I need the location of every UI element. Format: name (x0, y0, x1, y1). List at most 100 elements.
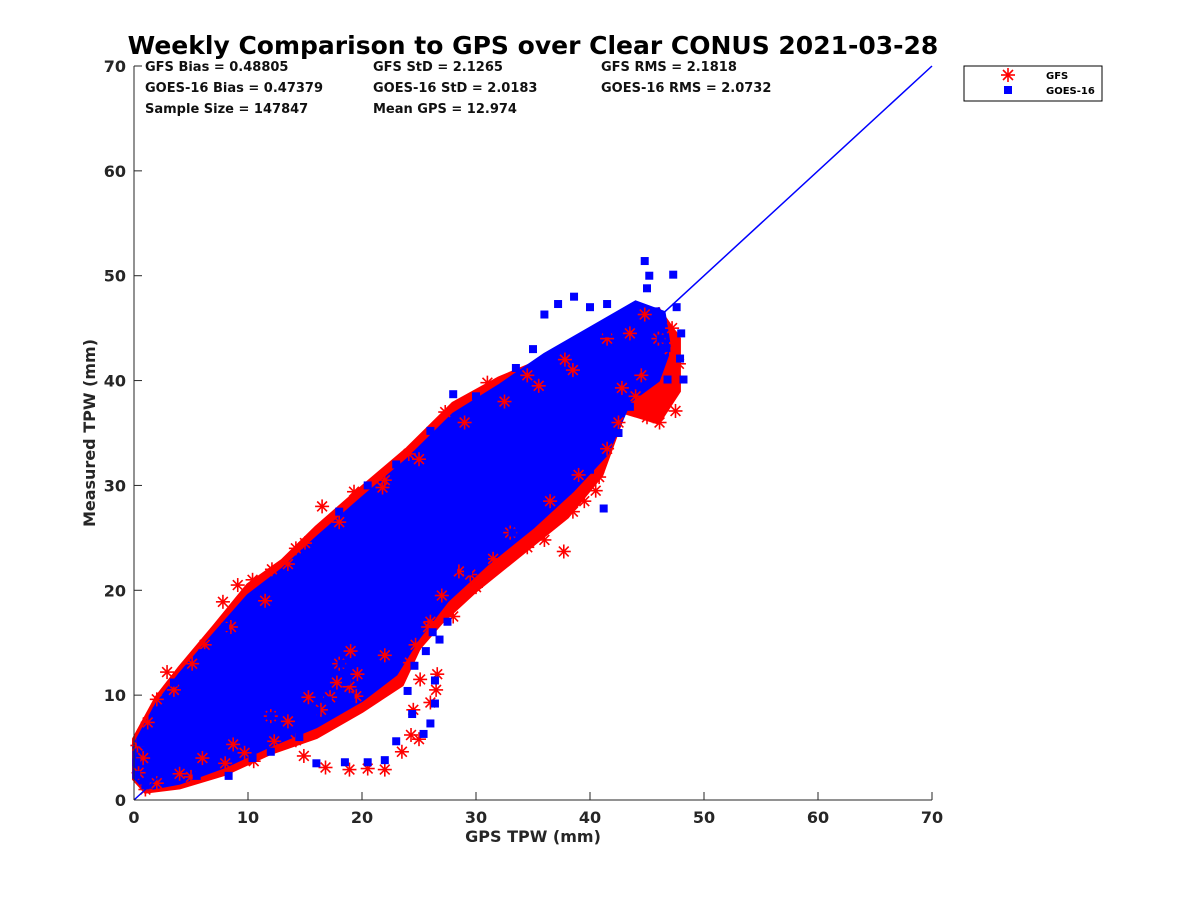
y-tick-label: 20 (104, 581, 126, 600)
gfs-point (394, 744, 409, 759)
goes-16-point (409, 486, 418, 495)
goes-16-point (483, 523, 492, 532)
goes-16-point (335, 507, 344, 516)
goes-16-point (449, 390, 458, 399)
goes-16-point (586, 465, 594, 474)
y-axis-ticks: 0 10 20 30 40 50 60 70 (104, 57, 142, 810)
goes-16-point (614, 429, 623, 437)
goes-16-point (340, 758, 349, 767)
one-to-one-line (133, 65, 933, 801)
gfs-std-stat: GFS StD = 2.1265 (373, 60, 503, 75)
goes-16-point (603, 300, 612, 309)
goes-16-point (323, 696, 332, 705)
goes-16-point (546, 376, 555, 385)
gfs-point (377, 473, 392, 488)
goes-16-point (132, 770, 141, 779)
goes-16-point (563, 486, 572, 495)
gfs-point (347, 484, 362, 499)
goes-16-point (266, 712, 275, 721)
goes-bias-stat: GOES-16 Bias = 0.47379 (145, 81, 323, 96)
goes-16-point (464, 567, 473, 576)
goes-16-point (363, 758, 372, 767)
goes-16-point (529, 345, 537, 354)
goes-16-point (289, 691, 298, 700)
goes-16-point (181, 727, 190, 736)
gfs-point (288, 541, 303, 556)
gfs-point (258, 593, 273, 608)
y-tick-label: 10 (104, 686, 126, 705)
goes-16-point (283, 617, 292, 626)
goes-16-point (656, 334, 665, 343)
goes-16-point (221, 622, 230, 631)
gfs-point (497, 394, 512, 409)
point-density-clouds (132, 300, 681, 794)
gfs-point (318, 760, 333, 775)
gfs-legend-marker (1001, 68, 1015, 82)
goes-16-point (551, 460, 560, 469)
goes-16-point (669, 270, 678, 279)
goes-16-point (346, 693, 355, 702)
gfs-point (628, 389, 643, 404)
statistics-block: GFS Bias = 0.48805 GOES-16 Bias = 0.4737… (145, 60, 771, 117)
goes-16-point (392, 737, 401, 746)
x-tick-label: 20 (351, 808, 373, 827)
goes-16-point (574, 350, 583, 359)
gfs-point (592, 470, 607, 485)
goes-16-point (517, 481, 526, 490)
goes-16-point (435, 635, 444, 644)
x-tick-label: 30 (465, 808, 487, 827)
goes-16-point (224, 771, 233, 780)
goes-16-point (643, 284, 651, 293)
gfs-point (267, 734, 282, 749)
y-tick-label: 30 (104, 476, 126, 495)
gfs-point (438, 405, 453, 420)
goes-16-point (169, 678, 178, 687)
goes-16-point (449, 565, 458, 574)
gfs-point (230, 578, 245, 593)
gfs-point (614, 380, 629, 395)
goes-16-point (141, 781, 150, 790)
y-tick-label: 0 (115, 791, 126, 810)
gfs-point (451, 564, 466, 579)
y-tick-label: 50 (104, 267, 126, 286)
goes-16-point (238, 670, 247, 679)
goes-16-point (426, 426, 435, 435)
gfs-point (332, 515, 347, 530)
goes-16-point (631, 366, 640, 375)
gfs-legend-label: GFS (1046, 71, 1068, 82)
goes-16-point (586, 429, 594, 437)
goes-16-point (301, 680, 309, 689)
goes-16-point (443, 455, 452, 464)
gfs-point (172, 766, 187, 781)
gfs-point (520, 368, 535, 383)
gfs-point (329, 675, 344, 690)
x-tick-label: 50 (693, 808, 715, 827)
gfs-point (652, 415, 667, 430)
goes-16-point (511, 363, 520, 372)
goes-16-point (301, 549, 309, 558)
gfs-point (640, 410, 654, 425)
gfs-point (565, 363, 580, 378)
gfs-point (377, 762, 392, 777)
gfs-point (218, 756, 233, 771)
gfs-point (160, 665, 175, 680)
goes-16-point (295, 733, 304, 742)
goes-16-point (570, 292, 579, 301)
sample-size-stat: Sample Size = 147847 (145, 102, 308, 117)
goes-16-point (209, 701, 218, 710)
goes-16-point (419, 729, 428, 738)
goes-16-point (255, 643, 264, 652)
goes-16-point (586, 303, 594, 312)
goes-16-point (652, 307, 661, 316)
goes-16-point (677, 329, 686, 338)
gfs-point (343, 644, 358, 659)
gfs-point (543, 494, 558, 509)
goes-16-point (346, 549, 355, 558)
goes-16-point (534, 507, 543, 516)
gfs-point (588, 483, 603, 498)
gfs-point (280, 714, 295, 729)
gfs-point (298, 536, 312, 551)
goes-16-point (608, 397, 617, 406)
